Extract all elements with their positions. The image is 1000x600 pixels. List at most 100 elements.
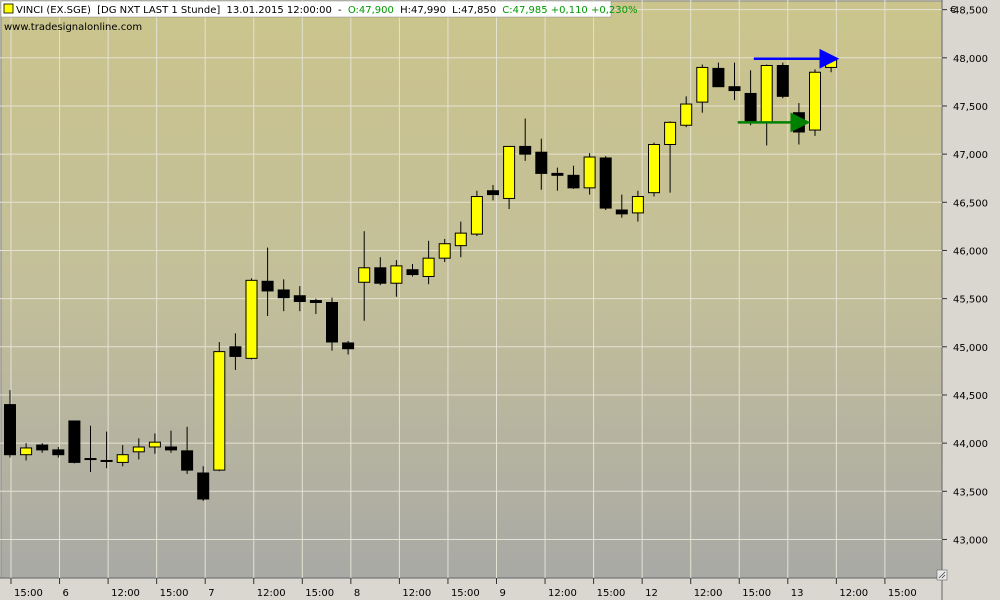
candle	[406, 263, 419, 277]
candle-body	[374, 267, 387, 284]
x-tick-label: 15:00	[742, 588, 771, 599]
y-tick-label: 47,500	[953, 102, 988, 113]
candle	[422, 240, 435, 285]
candle-body	[181, 450, 194, 471]
plot-background	[0, 0, 943, 579]
resize-grip-icon[interactable]	[936, 569, 948, 581]
x-tick-label: 12:00	[111, 588, 140, 599]
candle	[52, 446, 65, 458]
candle-body	[728, 86, 741, 92]
candle	[84, 425, 97, 473]
candle	[342, 341, 355, 355]
candle	[503, 145, 516, 210]
header-close-change: C:47,985 +0,110 +0,230%	[502, 5, 637, 16]
x-tick-label: 12:00	[402, 588, 431, 599]
x-tick-label: 12	[645, 588, 658, 599]
candle-body	[68, 420, 81, 463]
candle-body	[4, 404, 16, 456]
x-tick-label: 9	[500, 588, 506, 599]
candle	[712, 62, 725, 88]
candle	[245, 278, 258, 360]
candle	[4, 390, 16, 458]
candle	[615, 194, 628, 218]
candle-body	[487, 190, 499, 196]
candle	[631, 190, 644, 222]
candle	[583, 153, 596, 195]
x-tick-label: 12:00	[257, 588, 286, 599]
y-tick-label: 43,500	[953, 487, 988, 498]
x-tick-label: 15:00	[14, 588, 43, 599]
y-tick-label: 45,500	[953, 295, 988, 306]
y-tick-label: 44,500	[953, 391, 988, 402]
candle-body	[760, 65, 773, 123]
candle-body	[696, 66, 709, 103]
candle-body	[148, 441, 161, 448]
candle	[68, 420, 81, 464]
website-label: www.tradesignalonline.com	[4, 22, 142, 33]
y-tick-label: 47,000	[953, 150, 988, 161]
y-tick-label: 46,000	[953, 246, 988, 257]
candle-body	[100, 459, 113, 462]
header-high: H:47,990	[400, 5, 446, 16]
candle-body	[809, 71, 821, 131]
candle-body	[583, 156, 596, 189]
candle	[809, 69, 821, 136]
candle	[197, 466, 210, 501]
candle-body	[132, 446, 145, 453]
candle	[390, 260, 403, 297]
candle-body	[744, 92, 757, 123]
candle	[116, 445, 129, 467]
candle-body	[277, 289, 290, 299]
candle-body	[648, 144, 660, 194]
candle	[599, 156, 612, 211]
candle-body	[599, 157, 612, 209]
y-axis-panel	[942, 0, 1000, 600]
candle-body	[712, 67, 725, 88]
candle	[261, 247, 274, 316]
candle	[277, 279, 290, 312]
x-tick-label: 15:00	[305, 588, 334, 599]
candle-body	[615, 209, 628, 215]
candle	[36, 443, 49, 453]
y-tick-label: 45,000	[953, 343, 988, 354]
header-symbol: VINCI (EX.SGE)	[16, 5, 91, 16]
candle	[519, 118, 532, 161]
candle-body	[213, 351, 226, 471]
candle-body	[261, 280, 274, 292]
candle	[358, 231, 371, 321]
candle	[551, 167, 564, 191]
candle	[696, 64, 709, 113]
candle-body	[116, 454, 129, 463]
candle	[20, 443, 33, 461]
candle	[213, 341, 226, 472]
candle-body	[84, 458, 97, 461]
candle	[648, 142, 660, 197]
candle	[293, 286, 306, 312]
candle-body	[680, 103, 693, 126]
y-tick-label: 43,000	[953, 535, 988, 546]
candle	[181, 426, 194, 474]
candle-body	[326, 301, 338, 343]
y-tick-label: 46,500	[953, 198, 988, 209]
candle	[776, 62, 789, 99]
candle-body	[776, 65, 789, 97]
x-tick-label: 15:00	[451, 588, 480, 599]
candle-body	[229, 346, 242, 357]
candle	[470, 190, 483, 237]
symbol-color-icon	[3, 3, 14, 14]
y-tick-label: 44,000	[953, 439, 988, 450]
candle	[100, 431, 113, 469]
y-tick-label: 48,000	[953, 54, 988, 65]
candle-body	[36, 444, 49, 451]
x-tick-label: 15:00	[888, 588, 917, 599]
candle	[454, 221, 467, 258]
candle	[132, 438, 145, 460]
x-tick-label: 12:00	[694, 588, 723, 599]
candle-body	[309, 300, 322, 303]
candle-body	[631, 196, 644, 214]
candle-body	[52, 449, 65, 456]
candle-body	[358, 267, 371, 283]
candle-body	[470, 196, 483, 235]
candle-body	[438, 243, 451, 259]
